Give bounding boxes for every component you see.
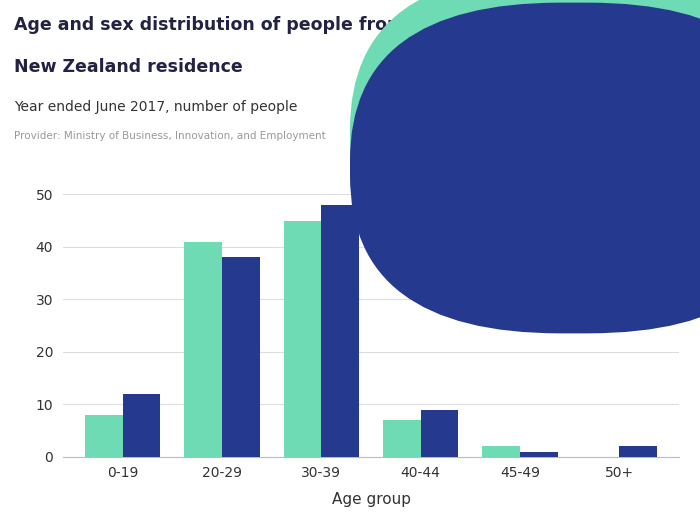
- Bar: [85, 415, 122, 457]
- Bar: [620, 446, 657, 457]
- Bar: [184, 242, 222, 457]
- Bar: [122, 394, 160, 457]
- Text: Provider: Ministry of Business, Innovation, and Employment: Provider: Ministry of Business, Innovati…: [14, 131, 326, 141]
- X-axis label: Age group: Age group: [332, 491, 410, 507]
- Bar: [284, 220, 321, 457]
- Bar: [222, 257, 260, 457]
- Text: New Zealand residence: New Zealand residence: [14, 58, 243, 76]
- Text: Female: Female: [595, 130, 640, 143]
- Text: Year ended June 2017, number of people: Year ended June 2017, number of people: [14, 100, 298, 114]
- Bar: [383, 420, 421, 457]
- Text: Age and sex distribution of people from Argentina granted: Age and sex distribution of people from …: [14, 16, 592, 34]
- Bar: [482, 446, 520, 457]
- Bar: [321, 205, 359, 457]
- Text: figure.nz: figure.nz: [580, 29, 671, 47]
- Bar: [520, 452, 558, 457]
- Text: Male: Male: [595, 162, 625, 174]
- Bar: [421, 410, 458, 457]
